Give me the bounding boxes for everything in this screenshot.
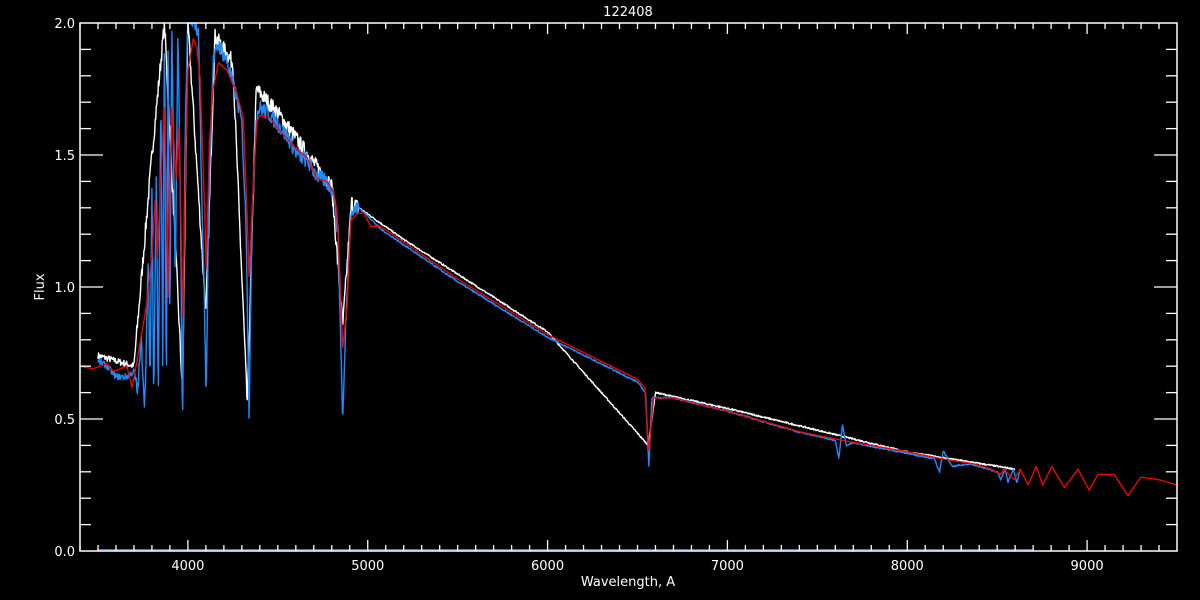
y-tick-label: 1.5 xyxy=(54,149,75,164)
y-tick-label: 0.0 xyxy=(54,545,75,560)
axis-ticks xyxy=(79,23,1177,551)
x-tick-label: 6000 xyxy=(531,559,564,574)
y-tick-label: 1.0 xyxy=(54,281,75,296)
x-tick-label: 8000 xyxy=(891,559,924,574)
x-axis-label: Wavelength, A xyxy=(581,575,675,590)
y-tick-label: 0.5 xyxy=(54,413,75,428)
y-axis-label: Flux xyxy=(33,273,48,300)
y-tick-label: 2.0 xyxy=(54,17,75,32)
y-tick-labels: 0.0 0.5 1.0 1.5 2.0 xyxy=(54,17,75,560)
chart-title: 122408 xyxy=(603,5,653,20)
x-tick-label: 4000 xyxy=(171,559,204,574)
x-tick-labels: 4000 5000 6000 7000 8000 9000 xyxy=(171,559,1103,574)
x-tick-label: 7000 xyxy=(711,559,744,574)
series-line-2 xyxy=(79,38,1178,497)
x-tick-label: 5000 xyxy=(351,559,384,574)
x-tick-label: 9000 xyxy=(1071,559,1104,574)
series-layer xyxy=(79,22,1178,551)
